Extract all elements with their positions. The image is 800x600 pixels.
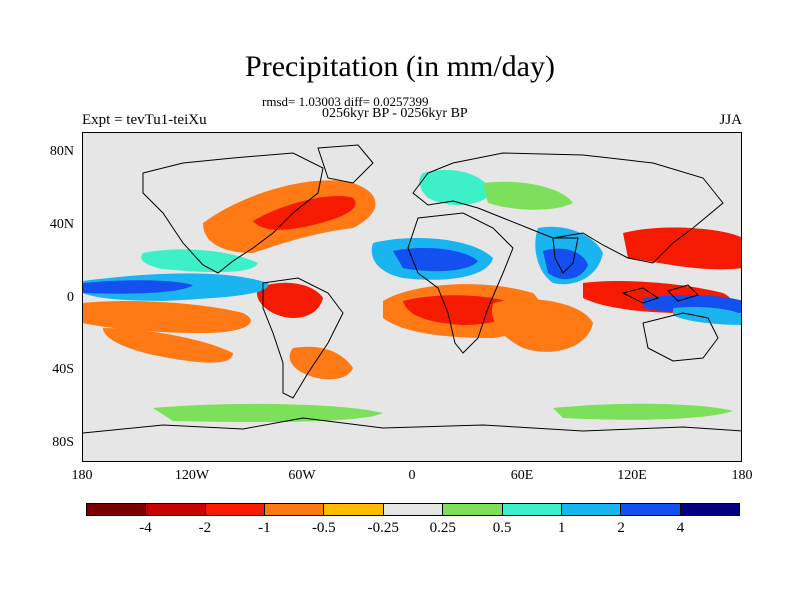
anomaly-south-america xyxy=(256,282,323,318)
anomaly-south-atlantic xyxy=(289,346,353,380)
colorbar-label: 1 xyxy=(557,520,566,536)
colorbar-label: -0.25 xyxy=(367,520,399,536)
colorbar-label: -0.5 xyxy=(311,520,336,536)
coastline-australia xyxy=(642,312,719,362)
anomaly-east-indian xyxy=(492,299,593,352)
colorbar-swatch xyxy=(324,504,384,515)
coastline-greenland xyxy=(317,144,374,184)
lat-label-40s: 40S xyxy=(52,362,74,377)
colorbar-swatch xyxy=(680,504,739,515)
colorbar-label: 4 xyxy=(676,520,685,536)
colorbar-swatch xyxy=(383,504,444,515)
colorbar-label: -4 xyxy=(139,520,152,536)
coastline-eurasia xyxy=(412,152,724,264)
lat-label-0: 0 xyxy=(67,290,74,305)
lon-label-120w: 120W xyxy=(174,468,210,483)
lon-label-0: 0 xyxy=(408,468,416,483)
coastline-south-america xyxy=(262,277,344,399)
lat-label-80s: 80S xyxy=(52,435,74,450)
coastlines xyxy=(83,144,741,434)
lon-label-120e: 120E xyxy=(617,468,647,483)
colorbar-swatch xyxy=(87,504,147,515)
colorbar-label: 0.5 xyxy=(492,520,512,536)
anomaly-australia-north xyxy=(673,306,741,325)
anomaly-europe xyxy=(419,169,493,205)
colorbar-label: 2 xyxy=(617,520,625,536)
colorbar-label: -1 xyxy=(258,520,271,536)
colorbar-swatch xyxy=(443,504,503,515)
anomaly-fields xyxy=(83,169,741,423)
coastline-north-america xyxy=(142,152,324,274)
lon-label-180w: 180 xyxy=(71,468,93,483)
anomaly-siberia xyxy=(483,181,573,210)
colorbar-swatch xyxy=(502,504,562,515)
lon-label-60e: 60E xyxy=(510,468,534,483)
anomaly-eq-pacific-core xyxy=(83,280,193,294)
coastline-indonesia xyxy=(621,284,699,304)
precipitation-map xyxy=(82,132,742,462)
colorbar-swatch xyxy=(205,504,266,515)
anomaly-east-pacific xyxy=(83,301,251,333)
colorbar xyxy=(86,503,740,516)
periods-text: 0256kyr BP - 0256kyr BP xyxy=(322,106,468,121)
colorbar-label: 0.25 xyxy=(429,520,456,536)
coastline-india xyxy=(552,237,579,274)
colorbar-swatch xyxy=(146,504,206,515)
lon-label-180e: 180 xyxy=(731,468,753,483)
map-svg xyxy=(83,144,741,434)
anomaly-indian-ocean xyxy=(543,248,588,280)
plot-title: Precipitation (in mm/day) xyxy=(245,50,555,83)
lon-label-60w: 60W xyxy=(288,468,316,483)
colorbar-swatch xyxy=(265,504,325,515)
anomaly-n-atlantic-core xyxy=(253,195,356,230)
colorbar-label: -2 xyxy=(198,520,212,536)
lat-label-40n: 40N xyxy=(49,217,74,232)
colorbar-swatch xyxy=(621,504,681,515)
anomaly-south-pacific xyxy=(103,328,233,363)
experiment-label: Expt = tevTu1-teiXu xyxy=(82,112,207,128)
colorbar-swatch xyxy=(561,504,622,515)
anomaly-south-indian xyxy=(553,403,733,420)
anomaly-wpacific xyxy=(623,227,741,270)
season-label: JJA xyxy=(719,112,742,128)
coastline-antarctica xyxy=(83,417,741,434)
anomaly-west-africa-core xyxy=(403,295,514,325)
coastline-africa xyxy=(407,212,514,354)
anomaly-trop-atlantic-core xyxy=(393,248,478,272)
stats-text: rmsd= 1.03003 diff= 0.0257399 xyxy=(262,94,429,109)
lat-label-80n: 80N xyxy=(49,144,74,159)
anomaly-southern-ocean xyxy=(153,403,383,423)
